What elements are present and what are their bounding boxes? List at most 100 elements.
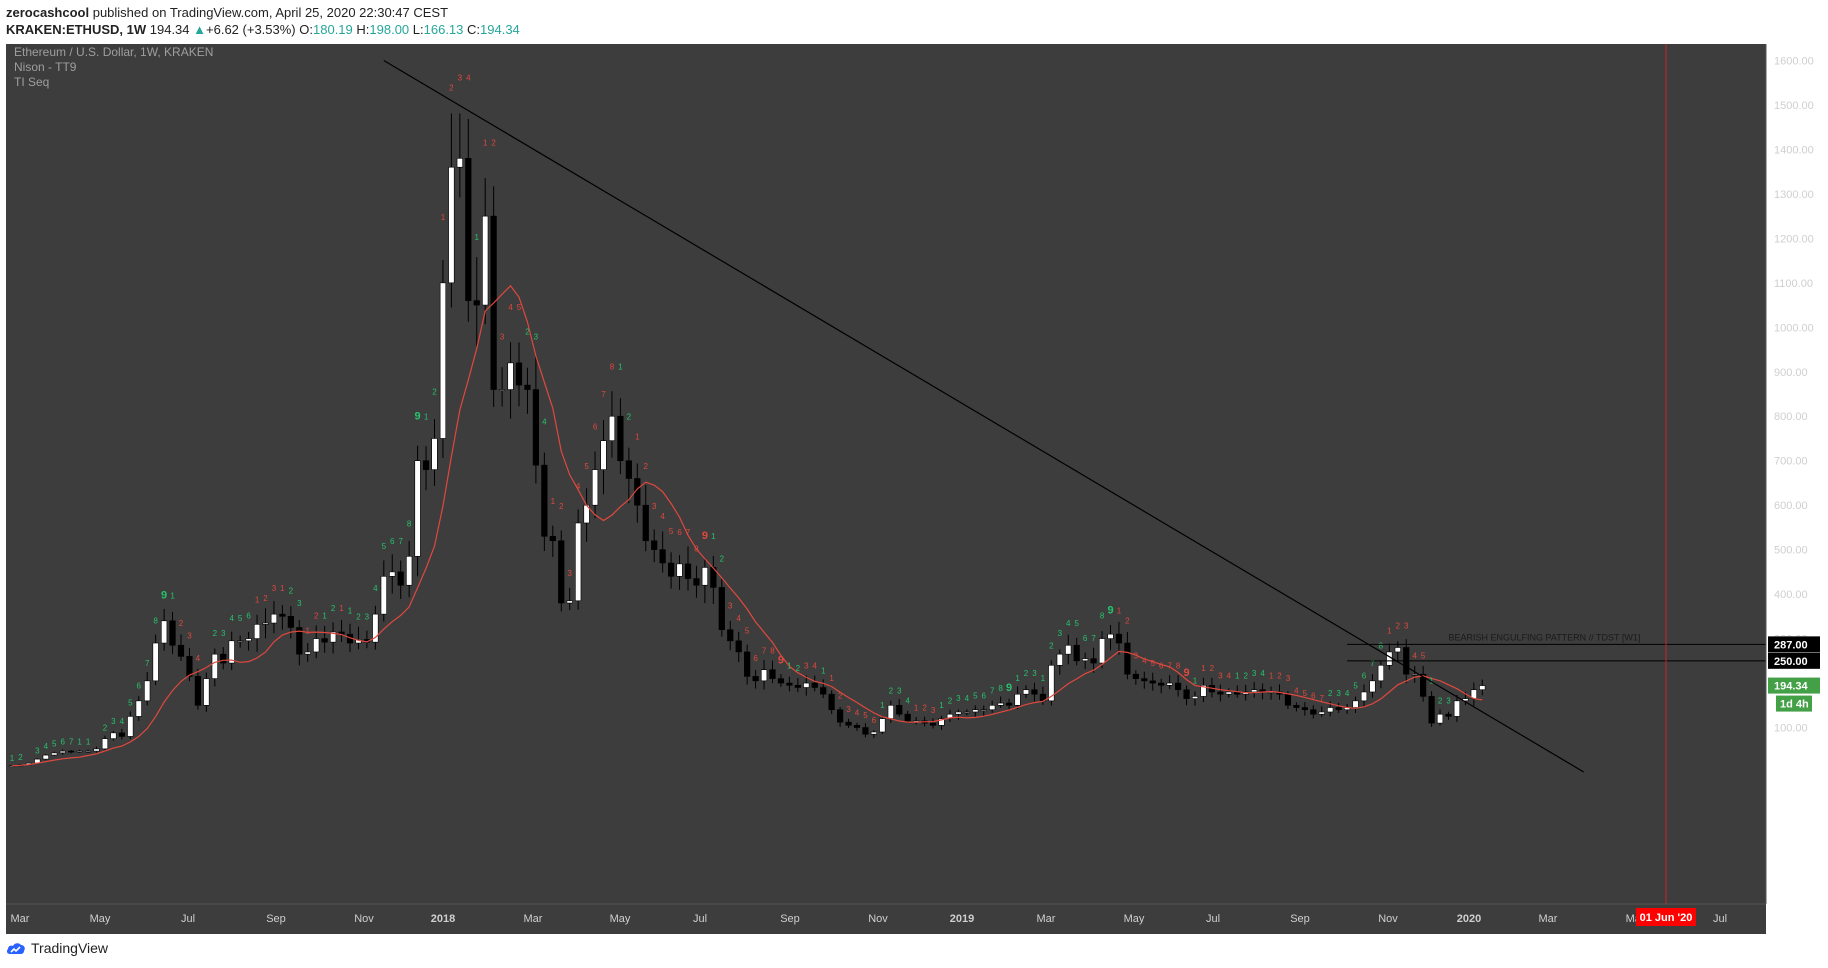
- candle-body: [718, 587, 725, 630]
- seq-count-label: 8: [998, 684, 1003, 693]
- candle-body: [591, 469, 599, 506]
- seq-count-label: 3: [728, 602, 733, 611]
- candle-body: [617, 415, 624, 462]
- seq-count-label: 2: [1243, 671, 1248, 680]
- seq-count-label: 3: [458, 74, 463, 83]
- seq-count-label: 2: [263, 594, 268, 603]
- candle-body: [186, 656, 193, 677]
- seq-count-label: 1: [348, 607, 353, 616]
- candle-body: [777, 678, 785, 684]
- seq-count-label: 6: [390, 537, 395, 546]
- candle-body: [296, 627, 303, 655]
- candle-body: [135, 700, 142, 717]
- seq-count-label: 5: [745, 627, 750, 636]
- candle-body: [1394, 647, 1401, 653]
- candle-body: [1158, 682, 1165, 686]
- candle-body: [566, 600, 573, 604]
- candle-body: [270, 613, 278, 624]
- candle-body: [1183, 689, 1190, 699]
- candle-body: [997, 702, 1004, 706]
- candle-body: [1107, 633, 1114, 639]
- seq-count-label: 2: [314, 612, 319, 621]
- candle-body: [938, 718, 945, 726]
- time-tick-label: Sep: [1290, 913, 1310, 925]
- time-tick-label: Mar: [524, 913, 543, 925]
- price-tick-label: 100.00: [1774, 723, 1808, 735]
- seq-count-label: 1: [280, 584, 285, 593]
- seq-count-label: 3: [931, 706, 936, 715]
- candle-body: [194, 676, 202, 706]
- seq-count-label: 3: [187, 632, 192, 641]
- seq-count-label: 2: [922, 704, 927, 713]
- seq-count-label: 3: [111, 717, 116, 726]
- seq-count-label: 6: [753, 654, 758, 663]
- seq-count-label: 1: [10, 754, 15, 763]
- legend-study-2: TI Seq: [14, 75, 49, 89]
- candle-body: [955, 711, 962, 715]
- price-axis: 100.00200.00300.00400.00500.00600.00700.…: [1765, 44, 1820, 904]
- seq-count-label: 5: [1303, 689, 1308, 698]
- seq-count-label: 1: [1387, 627, 1392, 636]
- ohlc-line: KRAKEN:ETHUSD, 1W 194.34 ▲+6.62 (+3.53%)…: [6, 22, 520, 37]
- tradingview-logo[interactable]: TradingView: [6, 940, 108, 956]
- candle-body: [1318, 711, 1325, 715]
- author-name[interactable]: zerocashcool: [6, 5, 90, 20]
- candle-body: [1293, 704, 1300, 708]
- candle-body: [575, 522, 582, 602]
- ma-line: [11, 284, 1483, 767]
- seq-count-label: 8: [1379, 641, 1384, 650]
- price-tick-label: 1000.00: [1774, 322, 1814, 334]
- candle-body: [287, 616, 294, 628]
- price-tick-label: 1600.00: [1774, 55, 1814, 67]
- candle-body: [304, 651, 311, 655]
- candle-body: [110, 732, 117, 739]
- candle-body: [422, 460, 430, 470]
- candle-body: [1225, 691, 1232, 695]
- candle-body: [1411, 673, 1418, 676]
- seq-count-label: 2: [1328, 689, 1333, 698]
- candle-body: [828, 693, 835, 711]
- candle-body: [524, 384, 531, 390]
- seq-count-label: 1: [939, 701, 944, 710]
- seq-count-label: 6: [137, 681, 142, 690]
- seq-count-label: 2: [213, 629, 218, 638]
- candle-body: [1073, 644, 1080, 662]
- candle-body: [972, 709, 979, 713]
- seq-count-label: 1: [322, 612, 327, 621]
- last-price-label: 194.34: [1774, 681, 1809, 693]
- seq-count-label: 4: [1294, 686, 1299, 695]
- candle-body: [549, 536, 556, 542]
- candle-body: [1048, 664, 1055, 702]
- candle-body: [659, 549, 666, 564]
- candle-body: [279, 613, 286, 617]
- price-tick-label: 400.00: [1774, 589, 1808, 601]
- seq-count-label: 2: [1024, 669, 1029, 678]
- seq-count-label: 1: [635, 432, 640, 441]
- seq-count-label: 3: [1032, 669, 1037, 678]
- seq-count-label: 2: [838, 691, 843, 700]
- seq-count-label: 5: [973, 691, 978, 700]
- candle-body: [1115, 633, 1123, 644]
- seq-count-label: 7: [1320, 694, 1325, 703]
- seq-count-label: 1: [77, 738, 82, 747]
- candle-body: [1056, 653, 1063, 666]
- seq-count-label: 8: [407, 519, 412, 528]
- candle-body: [253, 624, 261, 639]
- candle-body: [84, 750, 92, 753]
- change-arrow: ▲: [193, 22, 207, 37]
- seq-count-label: 8: [694, 544, 699, 553]
- candle-body: [1310, 709, 1317, 715]
- candle-body: [1360, 691, 1368, 702]
- chart-background: [6, 44, 1766, 934]
- symbol-label: KRAKEN:ETHUSD, 1W: [6, 22, 147, 37]
- event-date-label: 01 Jun '20: [1640, 912, 1693, 924]
- seq-count-label: 6: [246, 612, 251, 621]
- candle-body: [1428, 696, 1435, 724]
- level-price-tag: [1768, 652, 1820, 669]
- candle-body: [608, 415, 616, 441]
- time-tick-label: 2020: [1457, 913, 1481, 925]
- price-tick-label: 1300.00: [1774, 189, 1814, 201]
- candle-body: [896, 704, 903, 715]
- price-tick-label: 1500.00: [1774, 100, 1814, 112]
